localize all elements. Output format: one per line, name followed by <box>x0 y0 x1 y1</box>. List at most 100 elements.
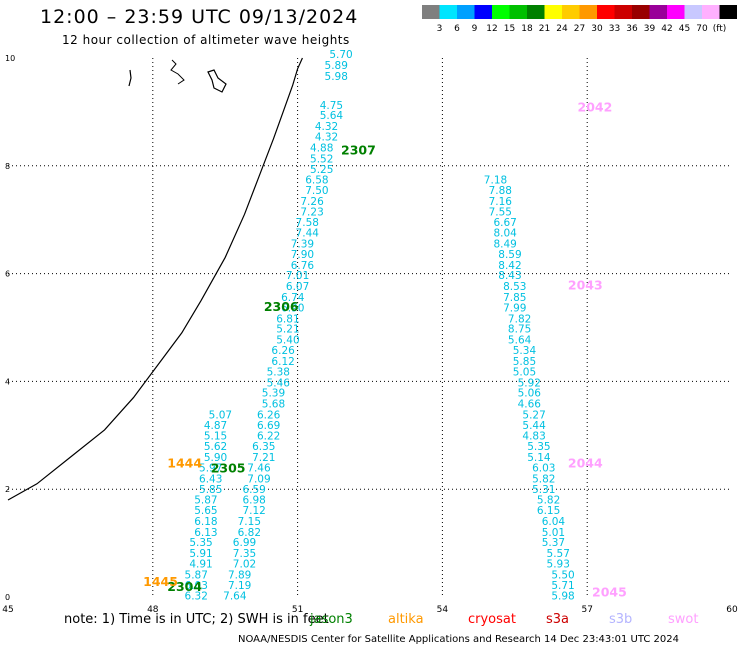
wave-height-value: 6.43 <box>199 473 222 485</box>
color-swatch <box>702 5 720 19</box>
wave-height-value: 5.64 <box>508 334 532 346</box>
wave-height-value: 6.90 <box>281 303 304 315</box>
color-scale-label: 36 <box>626 24 638 34</box>
footer-note: note: 1) Time is in UTC; 2) SWH is in fe… <box>64 612 329 627</box>
wave-height-value: 5.06 <box>518 388 542 400</box>
wave-height-value: 5.39 <box>262 388 285 400</box>
wave-height-value: 4.32 <box>315 132 338 144</box>
wave-height-value: 6.58 <box>305 174 328 186</box>
wave-height-value: 5.38 <box>267 367 290 379</box>
x-tick-label: 45 <box>2 605 13 615</box>
satellite-legend-cryosat: cryosat <box>468 612 516 627</box>
satellite-legend-altika: altika <box>388 612 424 627</box>
wave-height-value: 6.74 <box>281 292 305 304</box>
wave-height-value: 5.40 <box>276 334 299 346</box>
color-swatch <box>719 5 737 19</box>
wave-height-value: 7.26 <box>300 196 324 208</box>
wave-height-value: 5.98 <box>325 71 348 83</box>
color-scale-label: 24 <box>556 24 568 34</box>
wave-height-value: 7.85 <box>503 292 526 304</box>
wave-height-value: 6.12 <box>271 356 294 368</box>
color-swatch <box>579 5 597 19</box>
wave-height-value: 4.32 <box>315 121 338 133</box>
wave-height-value: 5.07 <box>209 409 232 421</box>
wave-height-value: 6.32 <box>185 590 208 602</box>
x-tick-label: 51 <box>292 605 303 615</box>
color-swatch <box>562 5 580 19</box>
wave-height-value: 5.44 <box>522 420 546 432</box>
pass-time-label: 2305 <box>211 461 246 476</box>
wave-height-value: 5.21 <box>276 324 299 336</box>
wave-height-value: 5.15 <box>204 430 227 442</box>
wave-height-value: 5.98 <box>551 590 574 602</box>
color-scale-label: 27 <box>574 24 585 34</box>
wave-height-value: 5.14 <box>527 452 551 464</box>
wave-height-value: 7.64 <box>223 590 247 602</box>
wave-height-value: 5.85 <box>513 356 536 368</box>
series-jason3: 7.647.197.897.027.356.996.827.157.126.98… <box>223 49 353 602</box>
wave-height-value: 6.04 <box>542 516 566 528</box>
color-swatch <box>544 5 562 19</box>
wave-height-value: 7.82 <box>508 313 531 325</box>
wave-height-value: 8.53 <box>503 281 526 293</box>
wave-height-value: 6.59 <box>242 484 265 496</box>
color-swatch <box>667 5 685 19</box>
pass-time-label: 2304 <box>167 579 202 594</box>
wave-height-value: 5.25 <box>310 164 333 176</box>
wave-height-value: 7.90 <box>291 249 314 261</box>
wave-height-value: 5.27 <box>522 409 545 421</box>
color-swatch <box>439 5 457 19</box>
color-scale-label: 45 <box>679 24 690 34</box>
wave-height-value: 6.81 <box>276 313 299 325</box>
color-swatch <box>509 5 527 19</box>
wave-height-value: 7.58 <box>296 217 319 229</box>
wave-height-value: 6.03 <box>532 463 555 475</box>
wave-height-value: 8.59 <box>498 249 521 261</box>
color-swatch <box>422 5 440 19</box>
wave-height-value: 7.21 <box>252 452 275 464</box>
wave-height-value: 6.82 <box>238 527 261 539</box>
x-tick-label: 60 <box>726 605 738 615</box>
wave-height-value: 5.91 <box>189 548 212 560</box>
wave-height-value: 8.75 <box>508 324 531 336</box>
wave-height-value: 6.26 <box>257 409 281 421</box>
wave-height-value: 7.35 <box>233 548 256 560</box>
wave-height-value: 4.75 <box>320 100 343 112</box>
y-tick-label: 4 <box>5 377 10 386</box>
wave-height-value: 6.22 <box>257 430 280 442</box>
color-scale-legend: 3 6 9 12 15 18 21 24 27 30 33 36 39 42 45 70 (ft) <box>422 5 737 34</box>
color-scale-label: 70 <box>696 24 708 34</box>
wave-height-value: 5.34 <box>513 345 537 357</box>
pass-time-label: 2306 <box>264 299 299 314</box>
color-swatch <box>614 5 632 19</box>
color-scale-label: 3 <box>437 24 443 34</box>
wave-height-value: 8.49 <box>493 238 516 250</box>
wave-height-value: 5.87 <box>185 569 208 581</box>
chart-subtitle: 12 hour collection of altimeter wave hei… <box>62 33 350 47</box>
wave-height-value: 7.12 <box>242 505 265 517</box>
pass-time-label: 1445 <box>143 574 178 589</box>
y-tick-label: 8 <box>5 162 10 171</box>
wave-height-value: 7.15 <box>238 516 261 528</box>
wave-height-value: 6.18 <box>194 516 217 528</box>
pass-time-label: 2043 <box>568 277 603 292</box>
satellite-legend-s3b: s3b <box>609 612 633 627</box>
y-tick-label: 6 <box>5 270 10 279</box>
wave-height-value: 5.50 <box>551 569 574 581</box>
wave-height-value: 4.91 <box>189 559 212 571</box>
color-scale-label: 30 <box>591 24 603 34</box>
wave-height-value: 5.92 <box>518 377 541 389</box>
wave-height-value: 5.90 <box>204 452 227 464</box>
wave-height-value: 8.04 <box>493 228 517 240</box>
color-scale-label: (ft) <box>713 24 727 34</box>
x-tick-label: 48 <box>147 605 159 615</box>
wave-height-value: 6.99 <box>233 537 256 549</box>
color-swatch <box>527 5 545 19</box>
color-scale-label: 9 <box>472 24 478 34</box>
wave-height-value: 7.46 <box>247 463 271 475</box>
color-scale-label: 15 <box>504 24 515 34</box>
wave-height-value: 7.50 <box>305 185 328 197</box>
wave-height-value: 4.87 <box>204 420 227 432</box>
satellite-legend-s3a: s3a <box>546 612 570 627</box>
y-tick-label: 2 <box>5 485 10 494</box>
